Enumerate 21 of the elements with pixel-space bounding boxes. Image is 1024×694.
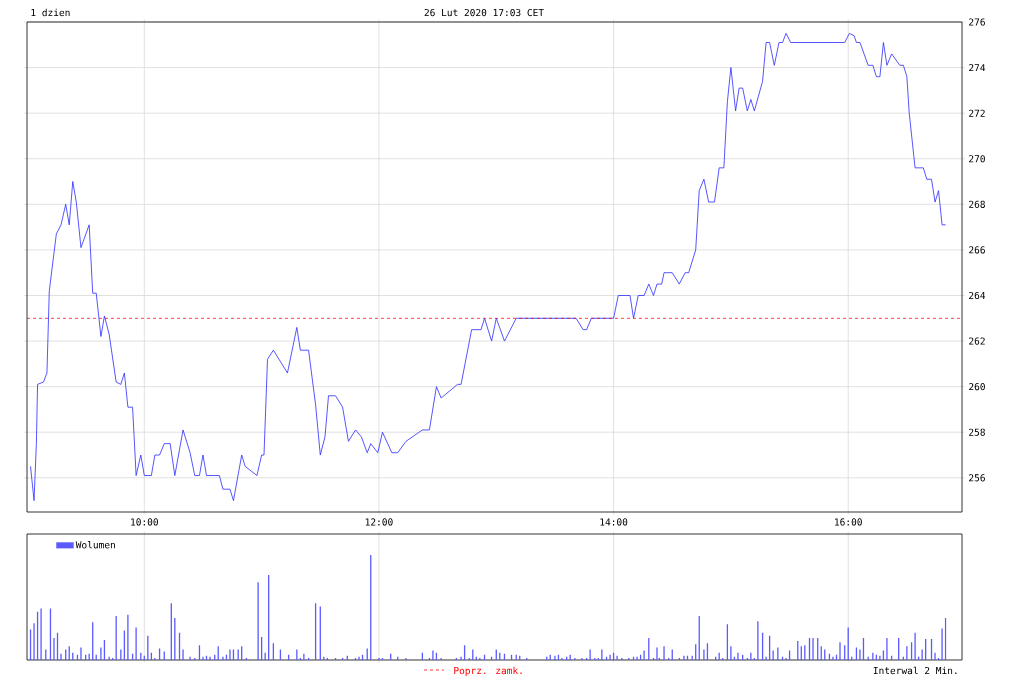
x-tick-label: 12:00 xyxy=(365,518,393,526)
text: Interwal 2 Min. xyxy=(873,666,957,675)
legend-label: Wolumen xyxy=(75,540,115,549)
line-series xyxy=(30,32,946,501)
y-tick-label: 264 xyxy=(969,291,986,300)
chart-subtitle: 26 Lut 2020 17:03 CET xyxy=(424,8,544,17)
y-tick-label: 256 xyxy=(969,474,985,482)
y-tick-label: 266 xyxy=(969,246,985,254)
chart-title: 1 dzien xyxy=(31,8,70,17)
y-tick-label: 262 xyxy=(969,337,985,345)
y-tick-label: 274 xyxy=(969,64,986,72)
y-tick-label: 272 xyxy=(969,109,985,117)
legend-label: Poprz. zamk. xyxy=(454,666,522,676)
y-tick-label: 260 xyxy=(969,383,985,391)
x-tick-label: 14:00 xyxy=(600,518,628,526)
y-tick-label: 268 xyxy=(969,200,985,208)
x-tick-label: 10:00 xyxy=(131,518,158,526)
y-tick-label: 270 xyxy=(969,155,985,163)
y-tick-label: 276 xyxy=(969,18,985,26)
y-tick-label: 258 xyxy=(969,428,985,436)
x-tick-label: 16:00 xyxy=(835,518,862,526)
